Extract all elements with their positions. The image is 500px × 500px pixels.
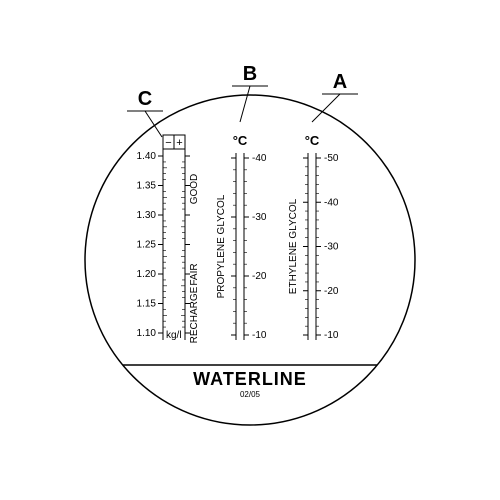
scale-b-value: -30 (252, 212, 267, 223)
scale-b-value: -20 (252, 271, 267, 282)
scale-b-value: -10 (252, 330, 267, 341)
refractometer-diagram: WATERLINE02/05 A B C −+1.40 1.35 1.30 1.25 1.20 1… (0, 0, 500, 500)
scale-a-unit: °C (305, 133, 320, 148)
callout-b: B (243, 63, 257, 85)
scale-b-label: PROPYLENE GLYCOL (216, 194, 227, 298)
scale-c-qual: RECHARGE (189, 286, 200, 343)
scale-a-label: ETHYLENE GLYCOL (288, 198, 299, 294)
scale-c-value: 1.35 (137, 181, 157, 192)
scale-c-value: 1.15 (137, 299, 157, 310)
scale-a-value: -20 (324, 286, 339, 297)
callout-c: C (138, 88, 152, 110)
scale-b-value: -40 (252, 153, 267, 164)
scale-a-value: -30 (324, 242, 339, 253)
scale-a-value: -10 (324, 330, 339, 341)
date-label: 02/05 (240, 390, 261, 399)
scale-c-unit: kg/l (166, 330, 182, 341)
scale-c-qual: GOOD (189, 174, 200, 205)
scale-a-value: -50 (324, 153, 339, 164)
plus-icon: + (176, 137, 182, 149)
scale-c-value: 1.20 (137, 269, 157, 280)
scale-c-value: 1.10 (137, 328, 157, 339)
scale-b-unit: °C (233, 133, 248, 148)
callout-a: A (333, 71, 347, 93)
minus-icon: − (165, 137, 171, 149)
scale-c-value: 1.30 (137, 210, 157, 221)
scale-c-value: 1.40 (137, 151, 157, 162)
scale-a-value: -40 (324, 197, 339, 208)
scale-c-qual: FAIR (189, 263, 200, 285)
waterline-label: WATERLINE (193, 369, 307, 389)
scale-c-value: 1.25 (137, 240, 157, 251)
